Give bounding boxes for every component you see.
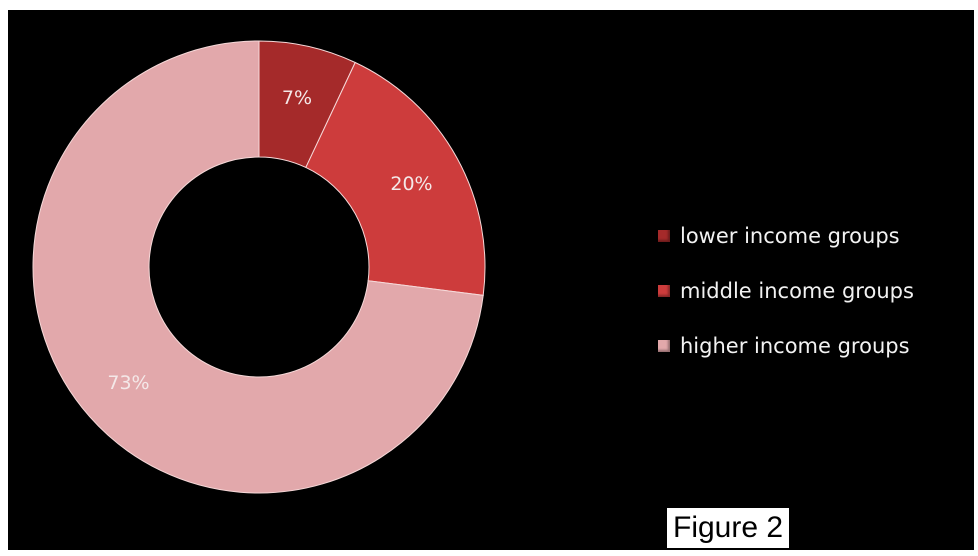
legend-swatch-middle — [658, 284, 670, 297]
legend-item-lower: lower income groups — [658, 208, 914, 263]
legend-label-lower: lower income groups — [680, 223, 900, 248]
slice-lower-label: 7% — [282, 87, 312, 109]
slice-higher-label: 73% — [107, 372, 149, 394]
legend-item-middle: middle income groups — [658, 263, 914, 318]
legend: lower income groups middle income groups… — [658, 208, 914, 373]
donut-chart: 7% 20% 73% — [32, 40, 486, 494]
legend-swatch-lower — [658, 229, 670, 242]
legend-swatch-higher — [658, 339, 670, 352]
legend-label-middle: middle income groups — [680, 278, 914, 303]
chart-area: 7% 20% 73% lower income groups middle inco… — [8, 10, 974, 550]
legend-label-higher: higher income groups — [680, 333, 910, 358]
slice-middle — [305, 61, 486, 296]
figure-caption: Figure 2 — [667, 508, 790, 548]
slice-middle-label: 20% — [390, 173, 432, 195]
slice-higher — [32, 40, 484, 494]
legend-item-higher: higher income groups — [658, 318, 914, 373]
